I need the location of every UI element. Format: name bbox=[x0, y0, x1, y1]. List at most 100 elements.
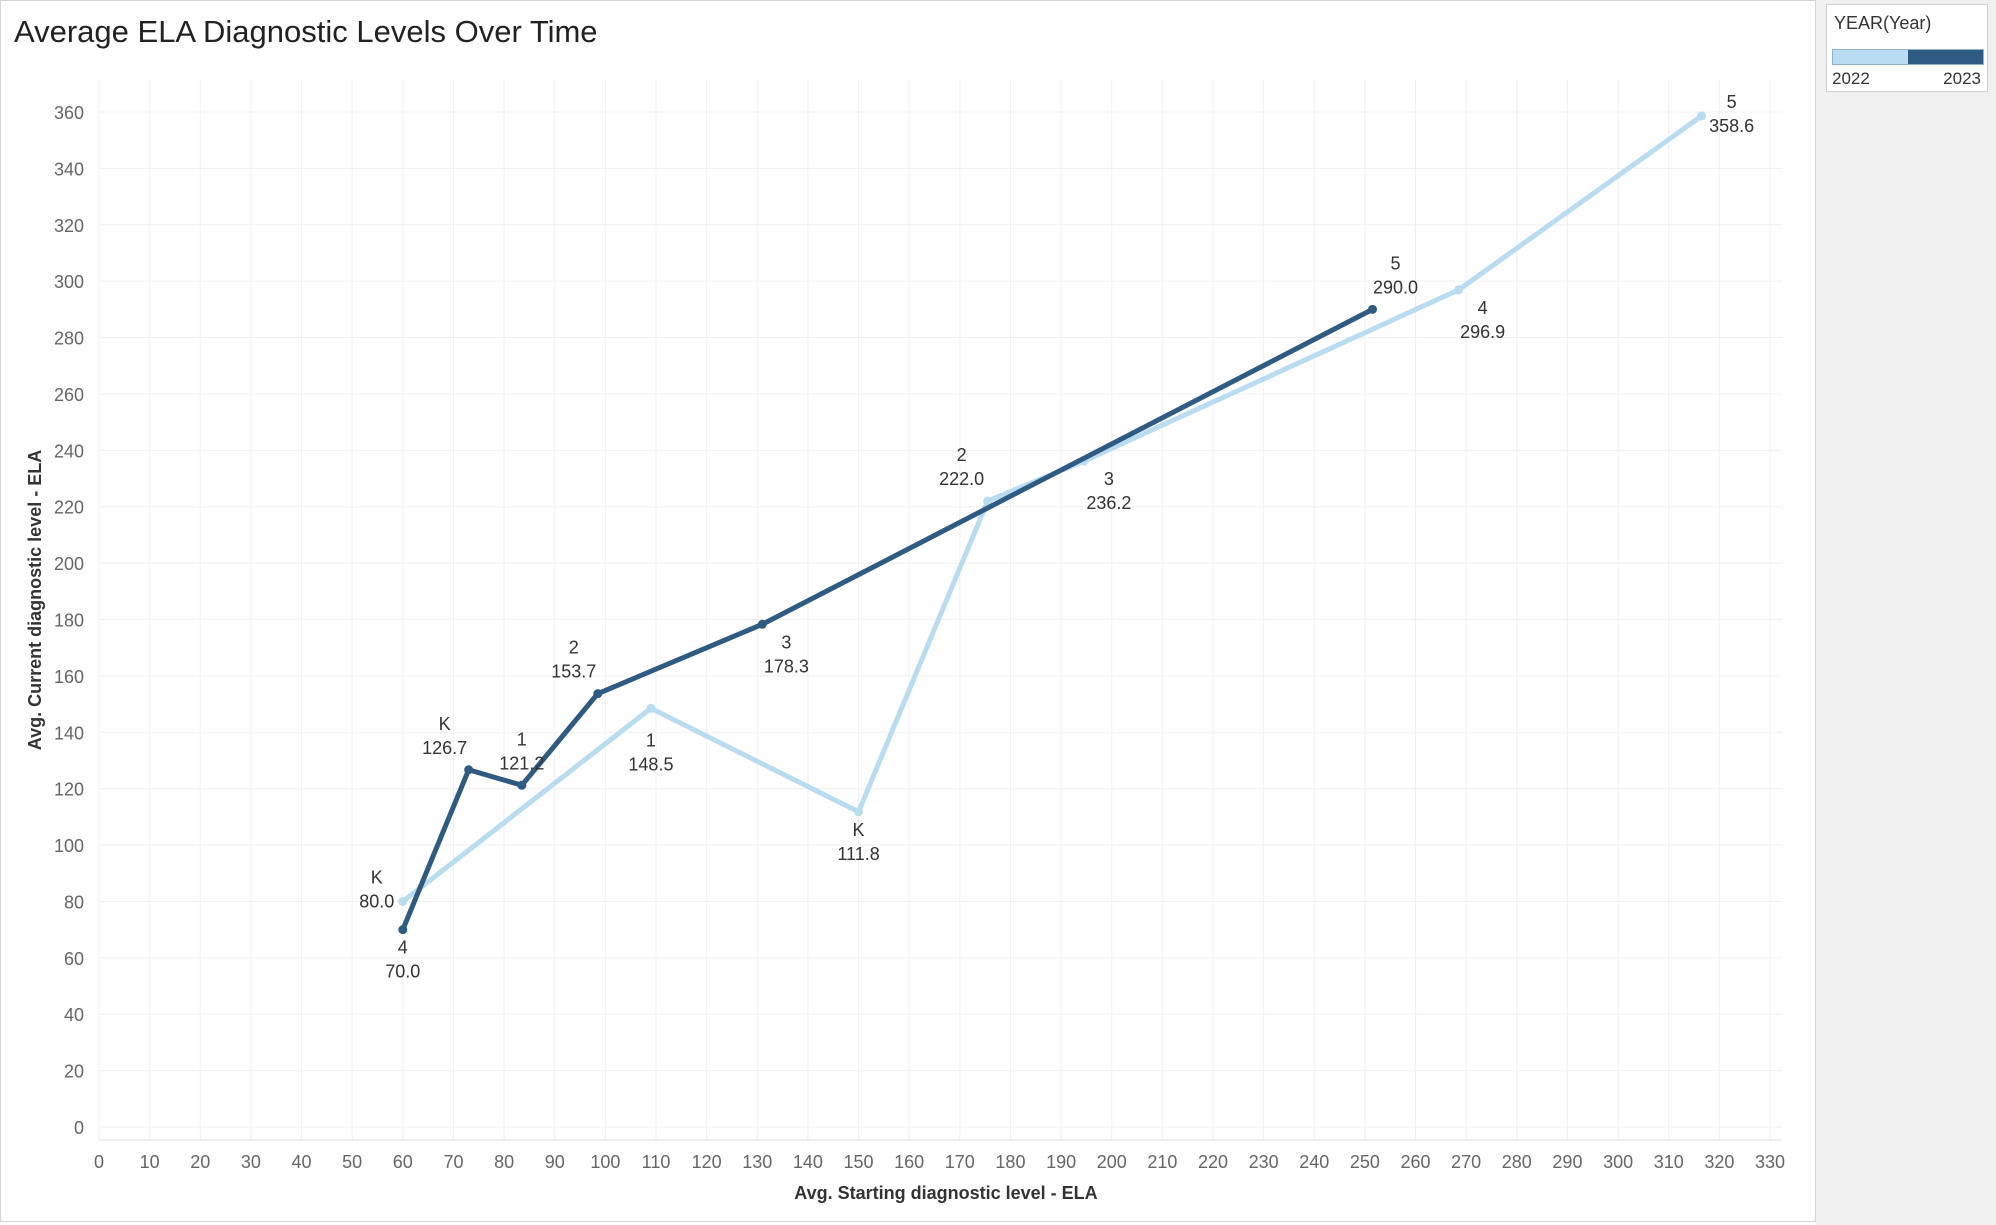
data-label-value: 70.0 bbox=[385, 962, 420, 982]
x-tick-label: 260 bbox=[1401, 1152, 1431, 1172]
x-tick-label: 240 bbox=[1299, 1152, 1329, 1172]
x-tick-label: 20 bbox=[190, 1152, 210, 1172]
legend-swatch-2022 bbox=[1833, 50, 1908, 64]
y-tick-label: 240 bbox=[54, 441, 84, 461]
y-tick-label: 80 bbox=[64, 892, 84, 912]
x-tick-label: 250 bbox=[1350, 1152, 1380, 1172]
x-tick-label: 100 bbox=[590, 1152, 620, 1172]
data-label-value: 126.7 bbox=[422, 738, 467, 758]
x-tick-label: 90 bbox=[545, 1152, 565, 1172]
data-point-2023 bbox=[517, 780, 527, 790]
x-tick-label: 120 bbox=[692, 1152, 722, 1172]
x-tick-label: 110 bbox=[642, 1152, 671, 1172]
data-point-2022 bbox=[983, 496, 993, 506]
y-tick-label: 60 bbox=[64, 949, 84, 969]
y-tick-label: 40 bbox=[64, 1005, 84, 1025]
y-tick-label: 100 bbox=[54, 836, 84, 856]
y-tick-label: 260 bbox=[54, 385, 84, 405]
data-point-2023 bbox=[757, 619, 767, 629]
data-point-2023 bbox=[464, 765, 474, 775]
y-tick-label: 120 bbox=[54, 780, 84, 800]
x-tick-label: 30 bbox=[241, 1152, 261, 1172]
data-label-grade: 2 bbox=[957, 445, 967, 465]
data-point-2023 bbox=[1368, 304, 1378, 314]
data-label-value: 80.0 bbox=[359, 891, 394, 911]
y-tick-label: 0 bbox=[74, 1118, 84, 1138]
data-label-grade: 3 bbox=[781, 632, 791, 652]
data-label-value: 121.2 bbox=[499, 753, 544, 773]
line-chart: 0 10 20 30 40 50 60 70 80 90 100 110 120 130 140 150 160… bbox=[25, 80, 1785, 1203]
x-tick-label: 330 bbox=[1755, 1152, 1785, 1172]
y-tick-label: 160 bbox=[54, 667, 84, 687]
data-label-grade: 1 bbox=[517, 729, 527, 749]
y-axis-title: Avg. Current diagnostic level - ELA bbox=[25, 450, 45, 750]
data-label-grade: K bbox=[853, 820, 865, 840]
data-point-2022 bbox=[1697, 111, 1707, 121]
data-point-2022 bbox=[398, 896, 408, 906]
data-label-value: 358.6 bbox=[1709, 116, 1754, 136]
data-point-2022 bbox=[1454, 285, 1464, 295]
data-label-grade: K bbox=[371, 867, 383, 887]
x-tick-label: 230 bbox=[1249, 1152, 1279, 1172]
x-tick-label: 10 bbox=[140, 1152, 160, 1172]
chart-title: Average ELA Diagnostic Levels Over Time bbox=[14, 14, 598, 49]
y-tick-label: 300 bbox=[54, 272, 84, 292]
data-label-value: 222.0 bbox=[939, 469, 984, 489]
y-tick-label: 220 bbox=[54, 498, 84, 518]
legend-label-2023: 2023 bbox=[1943, 69, 1981, 88]
data-point-2023 bbox=[593, 689, 603, 699]
x-tick-label: 190 bbox=[1046, 1152, 1076, 1172]
x-tick-label: 320 bbox=[1704, 1152, 1734, 1172]
x-tick-label: 50 bbox=[342, 1152, 362, 1172]
x-tick-label: 0 bbox=[94, 1152, 104, 1172]
x-tick-label: 170 bbox=[945, 1152, 975, 1172]
color-legend[interactable]: YEAR(Year) 2022 2023 bbox=[1826, 4, 1988, 92]
x-tick-label: 60 bbox=[393, 1152, 413, 1172]
legend-swatch-2023 bbox=[1908, 50, 1983, 64]
x-tick-label: 210 bbox=[1147, 1152, 1177, 1172]
data-label-grade: 4 bbox=[398, 938, 408, 958]
chart-frame bbox=[0, 0, 1816, 1222]
data-label-grade: 5 bbox=[1390, 253, 1400, 273]
x-tick-label: 310 bbox=[1654, 1152, 1684, 1172]
data-label-grade: 4 bbox=[1478, 298, 1488, 318]
data-label-value: 296.9 bbox=[1460, 322, 1505, 342]
data-point-2022 bbox=[854, 807, 864, 817]
data-label-grade: 5 bbox=[1727, 92, 1737, 112]
y-tick-label: 340 bbox=[54, 159, 84, 179]
x-tick-label: 70 bbox=[443, 1152, 463, 1172]
legend-label-2022: 2022 bbox=[1832, 69, 1870, 88]
x-tick-label: 270 bbox=[1451, 1152, 1481, 1172]
y-tick-label: 200 bbox=[54, 554, 84, 574]
legend-color-ramp bbox=[1832, 49, 1984, 65]
y-tick-label: 280 bbox=[54, 329, 84, 349]
data-label-grade: 2 bbox=[569, 638, 579, 658]
x-tick-label: 220 bbox=[1198, 1152, 1228, 1172]
data-label-value: 236.2 bbox=[1086, 493, 1131, 513]
y-tick-label: 360 bbox=[54, 103, 84, 123]
x-tick-label: 130 bbox=[742, 1152, 772, 1172]
legend-title: YEAR(Year) bbox=[1834, 13, 1932, 33]
x-tick-label: 200 bbox=[1097, 1152, 1127, 1172]
data-label-value: 111.8 bbox=[837, 844, 879, 864]
y-tick-label: 20 bbox=[64, 1062, 84, 1082]
x-tick-label: 150 bbox=[844, 1152, 874, 1172]
data-label-value: 148.5 bbox=[628, 754, 673, 774]
data-label-value: 178.3 bbox=[764, 656, 809, 676]
x-tick-label: 290 bbox=[1552, 1152, 1582, 1172]
y-tick-label: 320 bbox=[54, 216, 84, 236]
data-label-value: 290.0 bbox=[1373, 277, 1418, 297]
y-tick-label: 180 bbox=[54, 611, 84, 631]
data-label-value: 153.7 bbox=[551, 662, 596, 682]
legend-panel bbox=[1816, 0, 1996, 1225]
data-label-grade: K bbox=[439, 714, 451, 734]
x-axis-title: Avg. Starting diagnostic level - ELA bbox=[794, 1183, 1097, 1203]
data-label-grade: 3 bbox=[1104, 469, 1114, 489]
x-tick-label: 160 bbox=[894, 1152, 924, 1172]
data-label-grade: 1 bbox=[646, 730, 656, 750]
data-point-2023 bbox=[398, 925, 408, 935]
x-tick-label: 300 bbox=[1603, 1152, 1633, 1172]
series-line-2023 bbox=[400, 306, 1376, 933]
x-tick-label: 80 bbox=[494, 1152, 514, 1172]
x-tick-label: 180 bbox=[995, 1152, 1025, 1172]
